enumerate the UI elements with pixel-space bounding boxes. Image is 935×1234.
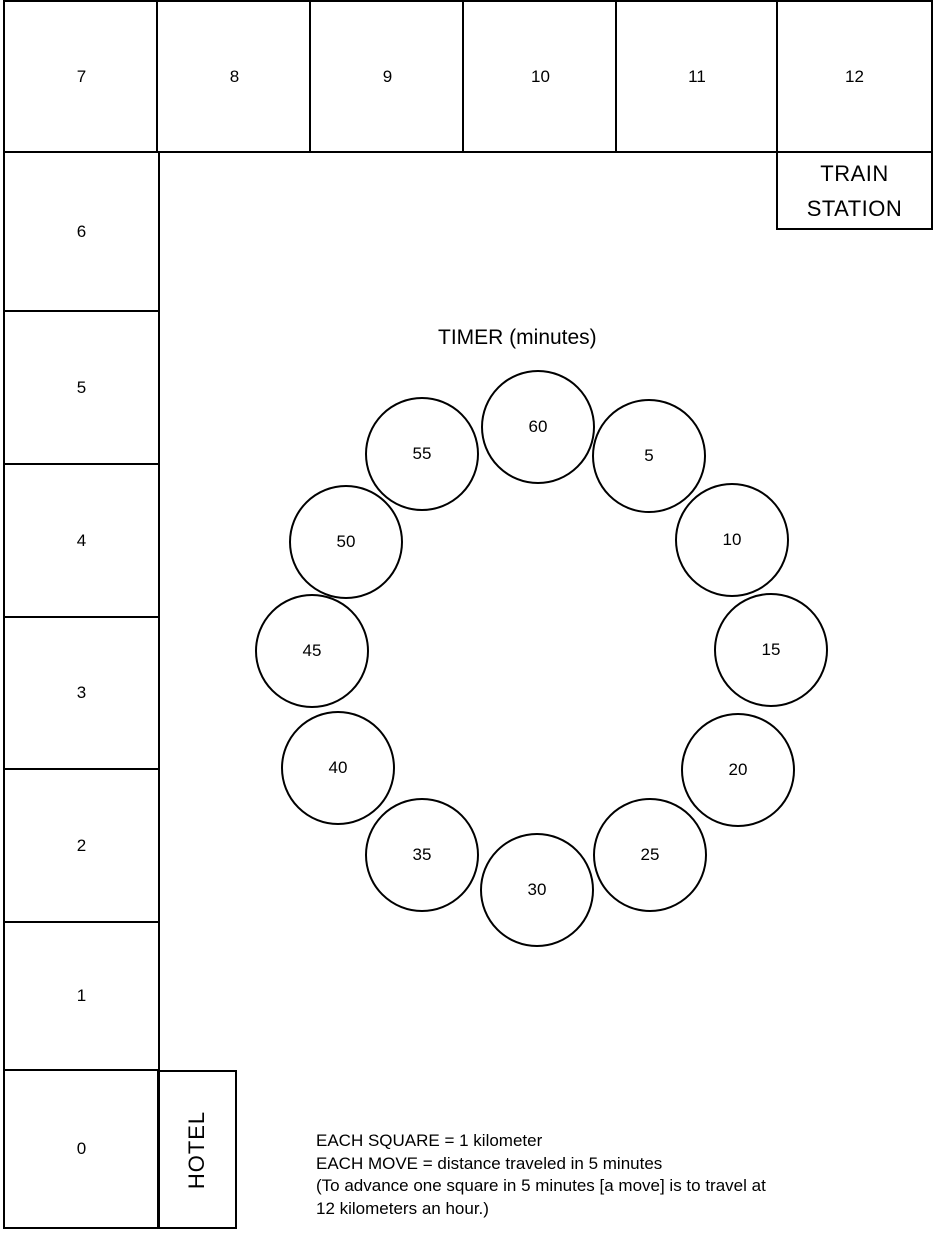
timer-circle-15: 15 [714,593,828,707]
board-square-1: 1 [3,921,160,1071]
board-square-2: 2 [3,768,160,923]
hotel-box: HOTEL [157,1070,237,1229]
board-square-4: 4 [3,463,160,618]
board-square-9: 9 [309,0,466,153]
note-line: EACH SQUARE = 1 kilometer [316,1131,543,1150]
board-square-3: 3 [3,616,160,770]
board-square-8: 8 [156,0,313,153]
note-line: EACH MOVE = distance traveled in 5 minut… [316,1153,663,1173]
board-square-10: 10 [462,0,619,153]
board-square-12: 12 [776,0,933,153]
timer-circle-55: 55 [365,397,479,511]
board-square-6: 6 [3,151,160,312]
timer-circle-45: 45 [255,594,369,708]
hotel-label: HOTEL [184,1110,209,1189]
note-line: 12 kilometers an hour.) [316,1198,489,1218]
timer-circle-25: 25 [593,798,707,912]
timer-circle-30: 30 [480,833,594,947]
board-square-0: 0 [3,1069,160,1229]
timer-circle-50: 50 [289,485,403,599]
timer-circle-35: 35 [365,798,479,912]
train-station-label-line1: TRAIN [820,161,889,186]
train-station-label-line2: STATION [806,196,903,221]
note-line: (To advance one square in 5 minutes [a m… [316,1176,766,1195]
timer-circle-10: 10 [675,483,789,597]
timer-circle-40: 40 [281,711,395,825]
board-square-11: 11 [615,0,779,153]
board-square-5: 5 [3,310,160,465]
timer-circle-5: 5 [592,399,706,513]
legend-notes: EACH SQUARE = 1 kilometer EACH MOVE = di… [316,1130,766,1220]
timer-circle-20: 20 [681,713,795,827]
timer-circle-60: 60 [481,370,595,484]
board-square-7: 7 [3,0,160,153]
timer-title: TIMER (minutes) [438,326,597,349]
train-station-box: TRAIN STATION [776,151,933,230]
